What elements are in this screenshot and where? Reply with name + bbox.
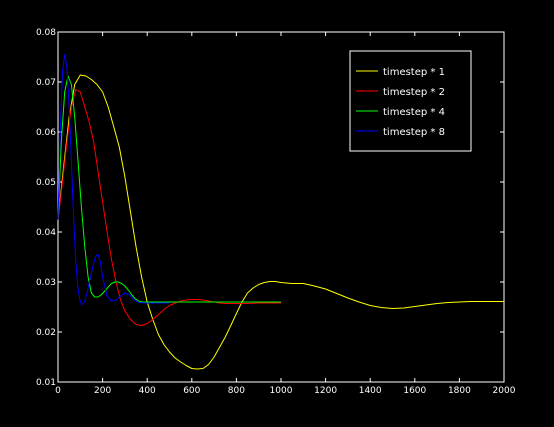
- x-tick-label: 600: [183, 386, 200, 396]
- x-tick-label: 1000: [270, 386, 293, 396]
- y-tick-label: 0.07: [36, 78, 56, 88]
- legend-label: timestep * 2: [383, 87, 445, 98]
- y-tick-label: 0.06: [36, 128, 56, 138]
- y-tick-label: 0.05: [36, 178, 56, 188]
- legend-label: timestep * 8: [383, 127, 445, 138]
- y-tick-label: 0.04: [36, 228, 56, 238]
- x-tick-label: 0: [55, 386, 61, 396]
- legend: timestep * 1 timestep * 2 timestep * 4 time…: [349, 50, 472, 152]
- legend-box: [349, 50, 472, 152]
- y-tick-label: 0.08: [36, 28, 56, 38]
- x-tick-label: 400: [139, 386, 156, 396]
- legend-label: timestep * 4: [383, 107, 445, 118]
- x-tick-label: 1800: [448, 386, 471, 396]
- series-line-1: [57, 74, 504, 370]
- legend-label: timestep * 1: [383, 67, 445, 78]
- x-axis: 0 200 400 600 800 1000 1200 1400 1600 1800 2000: [55, 32, 516, 396]
- x-tick-label: 800: [228, 386, 245, 396]
- y-tick-label: 0.02: [36, 328, 56, 338]
- series-lines: [57, 54, 504, 370]
- x-tick-label: 200: [94, 386, 111, 396]
- x-tick-label: 2000: [493, 386, 516, 396]
- series-line-4: [57, 54, 170, 305]
- x-tick-label: 1600: [403, 386, 426, 396]
- y-tick-label: 0.01: [36, 378, 56, 388]
- series-line-2: [57, 89, 281, 326]
- series-line-3: [57, 75, 281, 303]
- x-tick-label: 1400: [359, 386, 382, 396]
- y-tick-label: 0.03: [36, 278, 56, 288]
- x-tick-label: 1200: [314, 386, 337, 396]
- y-axis: 0.01 0.02 0.03 0.04 0.05 0.06 0.07 0.08: [36, 28, 504, 388]
